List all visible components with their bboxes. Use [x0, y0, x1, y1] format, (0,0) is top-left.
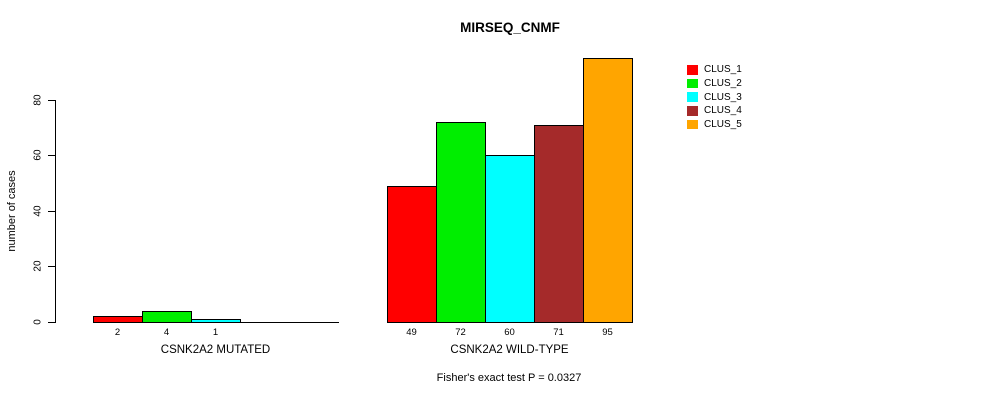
legend: CLUS_1 CLUS_2 CLUS_3 CLUS_4 CLUS_5 [687, 63, 742, 131]
bar-value-label: 72 [455, 327, 466, 338]
y-tick-mark [48, 155, 55, 156]
y-tick-label: 20 [32, 260, 44, 272]
legend-row: CLUS_4 [687, 104, 742, 118]
chart-title: MIRSEQ_CNMF [460, 20, 560, 35]
bar-value-label: 60 [504, 327, 515, 338]
legend-label: CLUS_5 [704, 119, 742, 131]
bar-clus_1 [93, 316, 143, 323]
y-tick-label: 40 [32, 205, 44, 217]
bar-clus_1 [387, 186, 437, 323]
legend-label: CLUS_4 [704, 105, 742, 117]
legend-label: CLUS_1 [704, 64, 742, 76]
bar-clus_4 [534, 125, 584, 323]
legend-row: CLUS_3 [687, 90, 742, 104]
legend-swatch-clus_5 [687, 119, 698, 130]
bar-value-label: 2 [114, 327, 121, 338]
y-axis-line [55, 100, 56, 323]
legend-swatch-clus_3 [687, 92, 698, 102]
bar-clus_3 [191, 319, 241, 323]
group-label: CSNK2A2 WILD-TYPE [450, 344, 569, 356]
bar-clus_2 [142, 311, 192, 323]
y-tick-label: 60 [32, 149, 44, 161]
legend-row: CLUS_1 [687, 63, 742, 77]
y-tick-mark [48, 100, 55, 101]
legend-swatch-clus_4 [687, 106, 698, 116]
y-tick-mark [48, 322, 55, 323]
bar-value-label: 71 [553, 327, 564, 338]
y-tick-label: 80 [32, 94, 44, 106]
bar-clus_5 [583, 58, 633, 323]
bar-value-label: 4 [163, 327, 170, 338]
legend-row: CLUS_5 [687, 118, 742, 132]
y-tick-mark [48, 266, 55, 267]
legend-row: CLUS_2 [687, 77, 742, 91]
legend-swatch-clus_2 [687, 78, 698, 89]
bar-value-label: 95 [602, 327, 613, 338]
legend-label: CLUS_3 [704, 91, 742, 103]
y-tick-label: 0 [32, 319, 44, 325]
y-tick-mark [48, 211, 55, 212]
y-axis-title: number of cases [6, 170, 18, 252]
bar-clus_3 [485, 155, 535, 323]
legend-swatch-clus_1 [687, 65, 698, 75]
legend-label: CLUS_2 [704, 78, 742, 90]
bar-value-label: 1 [212, 327, 219, 338]
bar-value-label: 49 [406, 327, 417, 338]
group-label: CSNK2A2 MUTATED [160, 344, 271, 356]
fisher-test-annotation: Fisher's exact test P = 0.0327 [436, 372, 582, 384]
bar-clus_2 [436, 122, 486, 323]
